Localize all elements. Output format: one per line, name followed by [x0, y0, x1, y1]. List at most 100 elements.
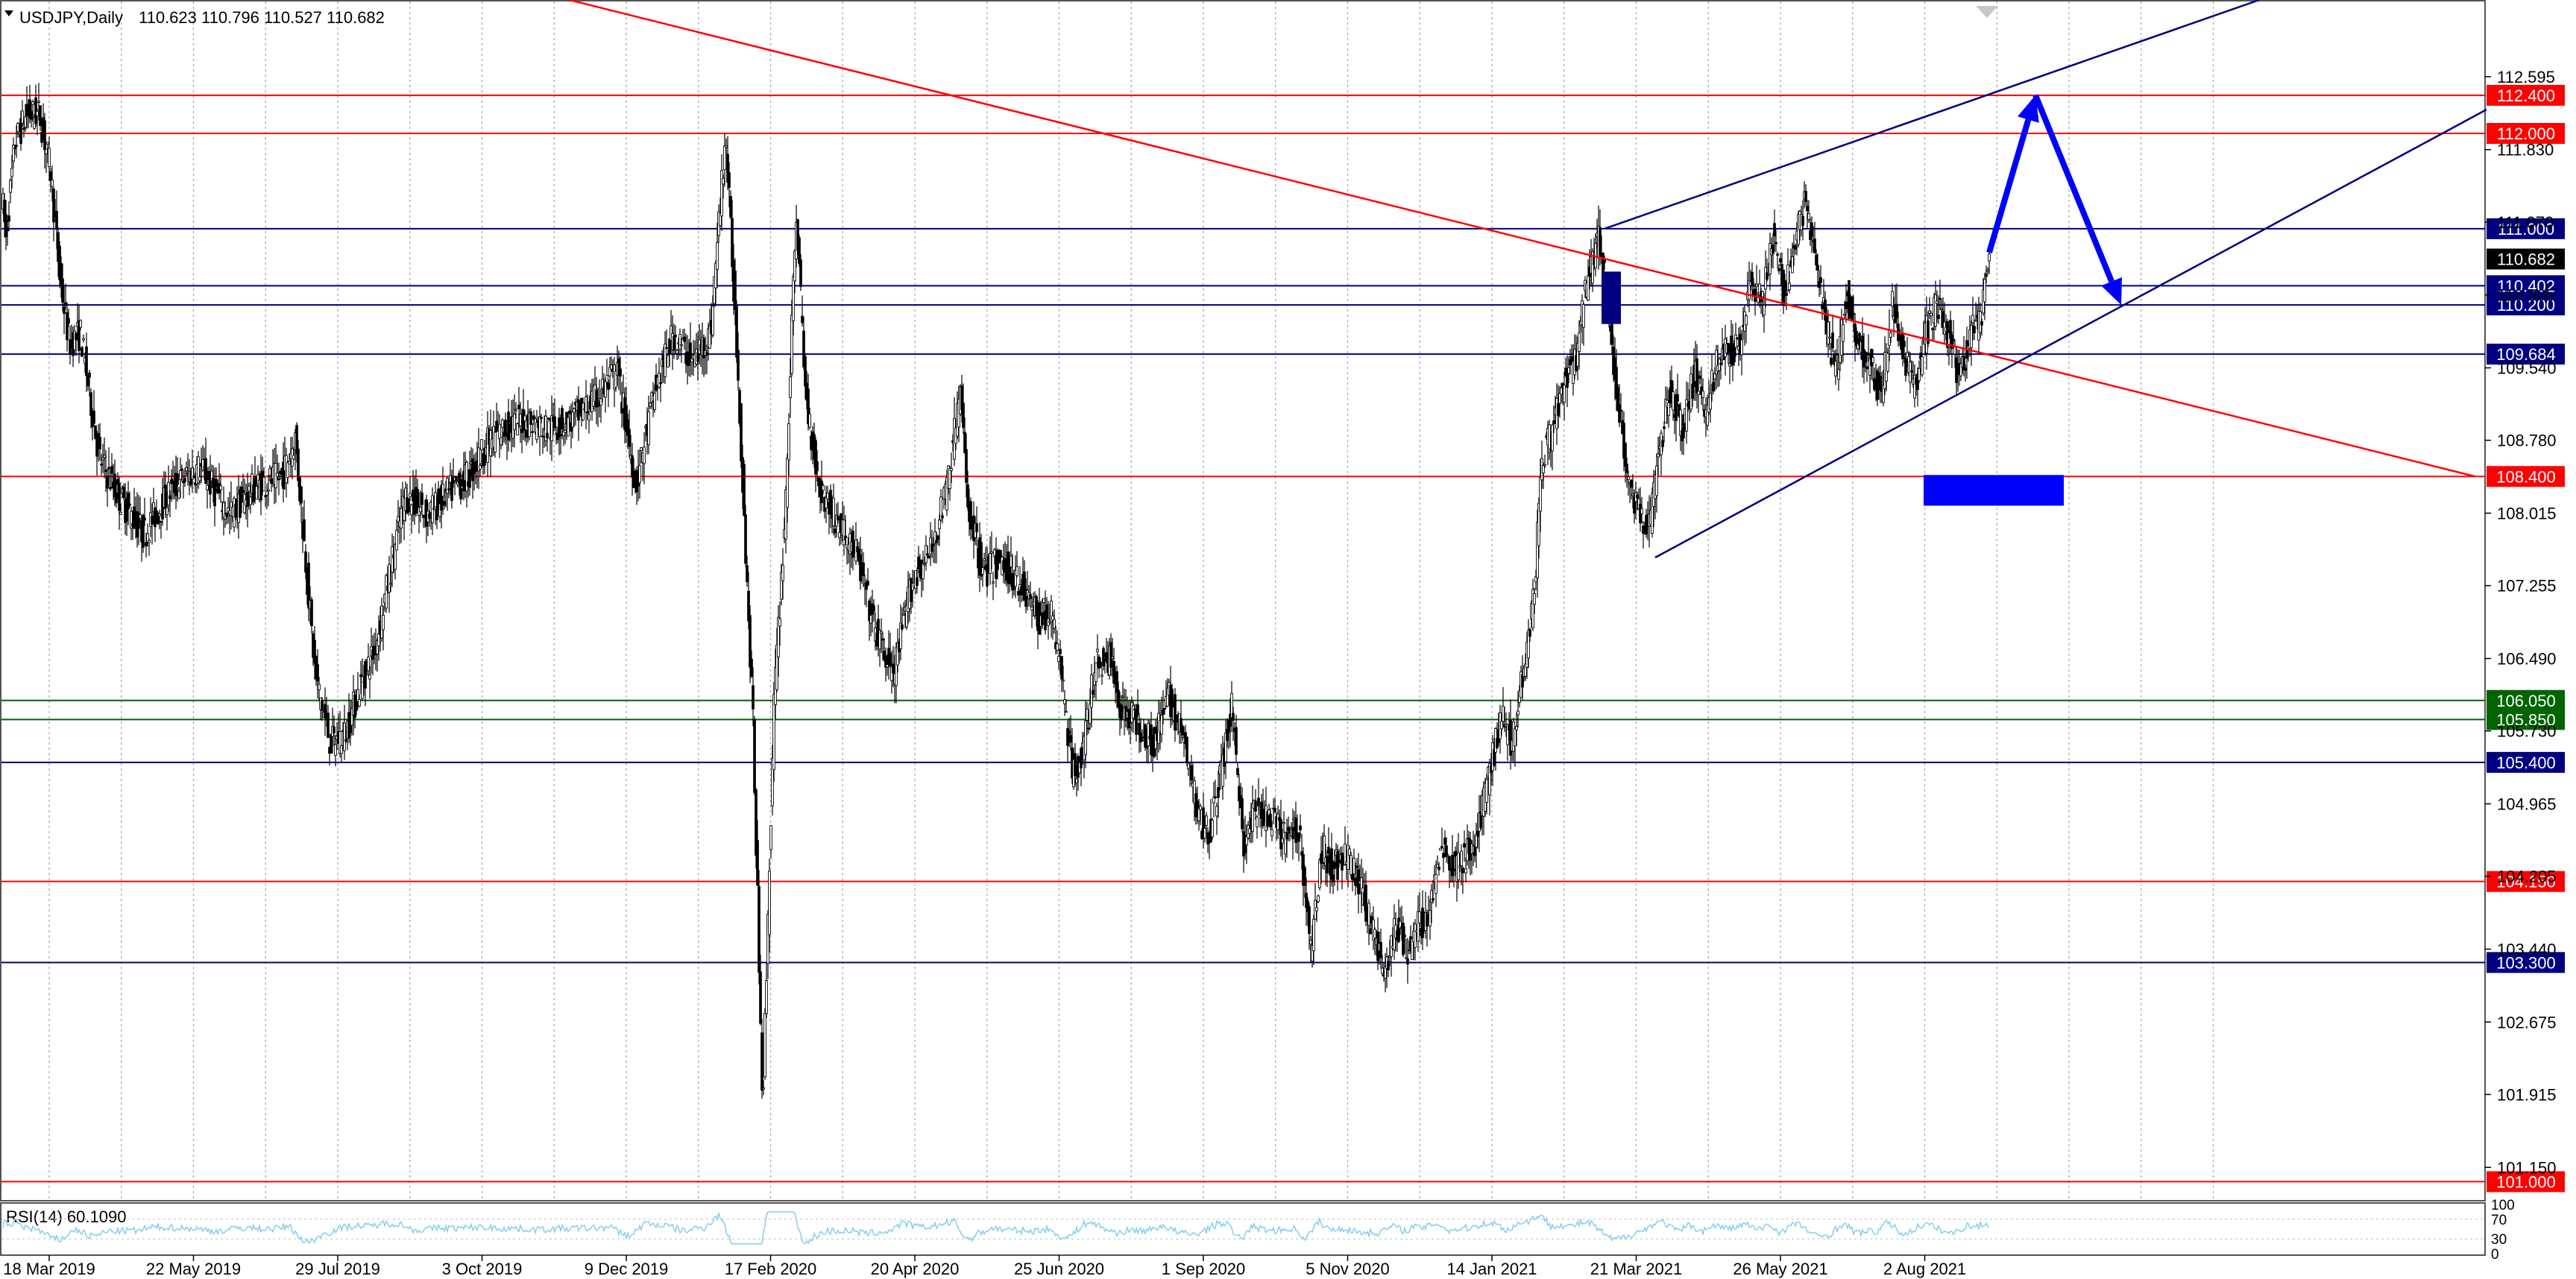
candle-body [1879, 376, 1882, 389]
level-tag [2487, 871, 2565, 892]
candle-body [1092, 689, 1095, 695]
candle-body [37, 101, 40, 103]
candle-body [143, 517, 146, 521]
candle-body [1080, 748, 1083, 768]
candle-body [1514, 727, 1517, 747]
candle-body [477, 447, 480, 472]
candle-body [81, 347, 84, 357]
candle-body [939, 496, 942, 521]
rsi-tick-label: 100 [2491, 1198, 2515, 1213]
candle-body [419, 507, 422, 513]
candle-body [647, 411, 650, 446]
level-tag [2487, 751, 2565, 773]
candle-body [665, 347, 668, 350]
candle-body [588, 414, 591, 421]
candle-body [1214, 796, 1217, 798]
candle-body [962, 402, 965, 428]
candle-body [523, 415, 526, 422]
candle-body [51, 180, 54, 187]
candle-body [599, 398, 602, 406]
candle-body [1727, 343, 1730, 353]
candle-body [1241, 798, 1244, 830]
candle-body [728, 172, 731, 188]
candle-body [262, 476, 265, 492]
candle-body [458, 473, 461, 484]
candle-body [585, 397, 588, 413]
drawings[interactable] [265, 0, 2487, 559]
candle-body [713, 276, 716, 304]
candle-body [1712, 382, 1715, 392]
candle-body [13, 147, 16, 149]
candle-body [696, 352, 699, 362]
candle-body [28, 99, 31, 119]
y-tick-label: 101.915 [2497, 1085, 2557, 1104]
level-tag [2487, 275, 2565, 297]
triangle-down-icon[interactable] [4, 10, 13, 16]
candle-body [765, 980, 768, 1014]
candle-body [1181, 725, 1184, 736]
candle-body [1830, 357, 1833, 365]
candle-body [1367, 903, 1370, 926]
candle-body [990, 552, 993, 554]
candle-body [43, 120, 46, 151]
candle-body [1063, 699, 1066, 704]
marker-box[interactable] [1602, 271, 1621, 324]
x-tick-label: 20 Apr 2020 [871, 1260, 960, 1278]
candle-body [400, 508, 403, 529]
candle-body [1440, 846, 1443, 848]
channel-lower-line[interactable] [1654, 108, 2487, 559]
candle-body [1281, 838, 1284, 844]
candle-body [649, 402, 652, 407]
arrow-up-icon[interactable] [1986, 119, 2032, 253]
candle-body [1834, 361, 1837, 376]
candle-body [567, 417, 570, 437]
candle-body [394, 543, 397, 570]
candle-body [1053, 619, 1056, 629]
level-price-label: 112.000 [2497, 124, 2555, 143]
channel-upper-line[interactable] [1604, 0, 2260, 230]
candle-body [1791, 256, 1794, 274]
candle-body [760, 1032, 763, 1091]
candle-body [658, 373, 661, 388]
candle-body [164, 484, 167, 510]
candle-body [719, 212, 722, 227]
candle-body [128, 503, 131, 506]
candle-body [670, 325, 673, 341]
candle-body [720, 170, 723, 217]
candle-body [1851, 296, 1854, 320]
candle-body [1403, 935, 1406, 938]
y-tick-label: 108.780 [2497, 432, 2557, 450]
candle-body [1120, 704, 1123, 721]
candle-body [1867, 353, 1870, 356]
candle-body [1086, 709, 1089, 721]
candle-body [1212, 797, 1215, 803]
symbol-header[interactable]: USDJPY,Daily 110.623 110.796 110.527 110… [4, 8, 385, 27]
candle-body [787, 423, 790, 461]
candle-body [634, 470, 637, 482]
candle-body [601, 379, 604, 390]
candle-body [1886, 353, 1889, 372]
candle-body [1772, 244, 1774, 254]
candle-body [440, 485, 443, 511]
candle-body [1563, 385, 1566, 403]
target-zone-box[interactable] [1924, 475, 2064, 506]
shift-end-marker-icon[interactable] [1976, 6, 1998, 18]
candle-body [307, 563, 310, 609]
candle-body [85, 346, 88, 376]
candle-body [981, 567, 984, 575]
candle-body [82, 338, 85, 341]
candle-body [886, 664, 889, 668]
candle-body [759, 971, 762, 1024]
arrow-down-icon[interactable] [2032, 94, 2114, 283]
y-tick-label: 112.595 [2497, 68, 2555, 86]
candle-body [586, 411, 589, 414]
candle-body [446, 478, 449, 494]
candle-body [498, 423, 501, 440]
candle-body [1827, 321, 1830, 345]
candle-body [1429, 909, 1432, 927]
candle-body [1075, 778, 1078, 783]
candle-body [500, 437, 503, 446]
candle-body [1566, 373, 1569, 388]
descending-trendline[interactable] [265, 0, 2476, 478]
